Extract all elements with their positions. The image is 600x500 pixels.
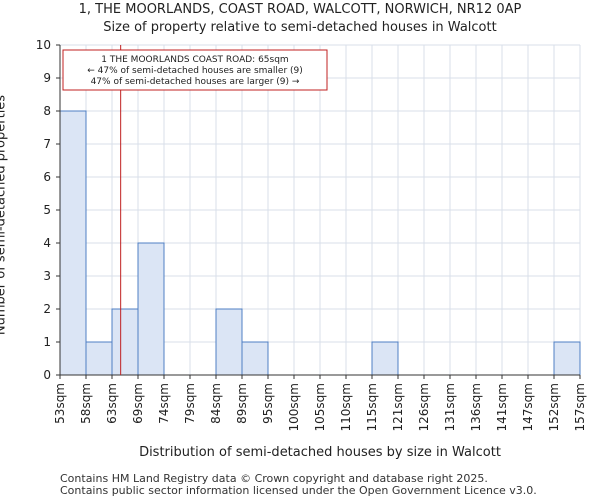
y-tick-label: 3 [43,269,51,283]
y-tick-label: 0 [43,368,51,382]
x-tick-label: 141sqm [495,383,509,431]
annotation-box [62,49,328,91]
x-tick-label: 157sqm [573,383,587,431]
y-tick-label: 10 [36,38,51,52]
bar-115sqm [371,341,399,376]
chart-title: 1, THE MOORLANDS, COAST ROAD, WALCOTT, N… [78,2,522,17]
y-tick-label: 4 [43,236,51,250]
x-tick-label: 152sqm [547,383,561,431]
y-tick-label: 5 [43,203,51,217]
y-tick-label: 9 [43,71,51,85]
y-tick-label: 2 [43,302,51,316]
x-tick-label: 84sqm [209,383,223,424]
x-tick-label: 79sqm [183,383,197,424]
x-tick-label: 147sqm [521,383,535,431]
x-tick-label: 131sqm [443,383,457,431]
annotation-line-3: 47% of semi-detached houses are larger (… [91,77,300,87]
annotation-line-2: ← 47% of semi-detached houses are smalle… [87,66,303,76]
x-tick-label: 95sqm [261,383,275,424]
footer-licence: Contains public sector information licen… [60,484,537,497]
bar-84sqm [215,308,243,376]
bar-69sqm [137,242,165,376]
bar-89sqm [241,341,269,376]
x-tick-label: 126sqm [417,383,431,431]
x-tick-label: 53sqm [53,383,67,424]
x-tick-label: 89sqm [235,383,249,424]
bar-152sqm [553,341,581,376]
x-tick-label: 110sqm [339,383,353,431]
x-tick-label: 121sqm [391,383,405,431]
x-tick-label: 100sqm [287,383,301,431]
bar-58sqm [85,341,113,376]
bar-53sqm [59,110,87,376]
y-tick-label: 1 [43,335,51,349]
x-tick-label: 63sqm [105,383,119,424]
x-tick-label: 115sqm [365,383,379,431]
x-tick-label: 69sqm [131,383,145,424]
x-tick-label: 74sqm [157,383,171,424]
y-tick-label: 6 [43,170,51,184]
chart-subtitle: Size of property relative to semi-detach… [103,20,497,35]
bar-63sqm [111,308,139,376]
y-tick-label: 8 [43,104,51,118]
footer-copyright: Contains HM Land Registry data © Crown c… [60,472,488,485]
x-tick-label: 136sqm [469,383,483,431]
annotation-line-1: 1 THE MOORLANDS COAST ROAD: 65sqm [101,55,288,65]
x-tick-label: 58sqm [79,383,93,424]
y-tick-label: 7 [43,137,51,151]
x-tick-label: 105sqm [313,383,327,431]
x-axis-label: Distribution of semi-detached houses by … [139,445,501,460]
